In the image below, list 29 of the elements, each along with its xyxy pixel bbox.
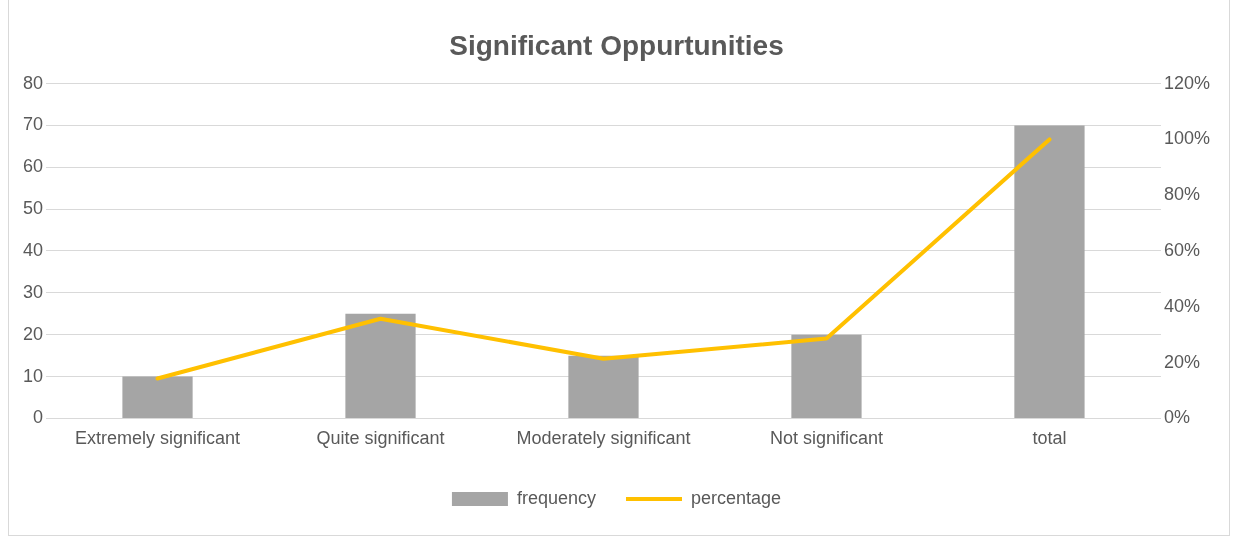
x-tick-label: total bbox=[1032, 428, 1067, 449]
bar bbox=[568, 355, 639, 418]
x-tick-label: Moderately significant bbox=[516, 428, 691, 449]
y2-tick-label: 20% bbox=[1163, 351, 1200, 372]
x-tick-label: Quite significant bbox=[316, 428, 445, 449]
legend-label: percentage bbox=[690, 487, 782, 508]
y-tick-label: 20 bbox=[22, 323, 44, 344]
x-tick-label: Extremely significant bbox=[74, 428, 241, 449]
legend-label: frequency bbox=[516, 487, 596, 508]
y-tick-label: 0 bbox=[33, 407, 44, 428]
y-tick-label: 80 bbox=[22, 72, 44, 93]
y2-tick-label: 80% bbox=[1163, 184, 1200, 205]
y-tick-label: 30 bbox=[22, 281, 44, 302]
bar bbox=[345, 313, 416, 418]
y2-tick-label: 0% bbox=[1163, 407, 1190, 428]
bar bbox=[122, 376, 193, 418]
y2-tick-label: 40% bbox=[1163, 295, 1200, 316]
bar bbox=[791, 334, 862, 418]
y-tick-label: 10 bbox=[22, 365, 44, 386]
y-tick-label: 50 bbox=[22, 198, 44, 219]
bar bbox=[1014, 125, 1085, 418]
x-tick-label: Not significant bbox=[769, 428, 884, 449]
chart-title: Significant Oppurtunities bbox=[449, 29, 784, 61]
y-tick-label: 70 bbox=[22, 114, 44, 135]
y2-tick-label: 100% bbox=[1163, 128, 1211, 149]
y2-tick-label: 60% bbox=[1163, 239, 1200, 260]
y-tick-label: 40 bbox=[22, 239, 44, 260]
y2-tick-label: 120% bbox=[1163, 72, 1211, 93]
y-tick-label: 60 bbox=[22, 156, 44, 177]
